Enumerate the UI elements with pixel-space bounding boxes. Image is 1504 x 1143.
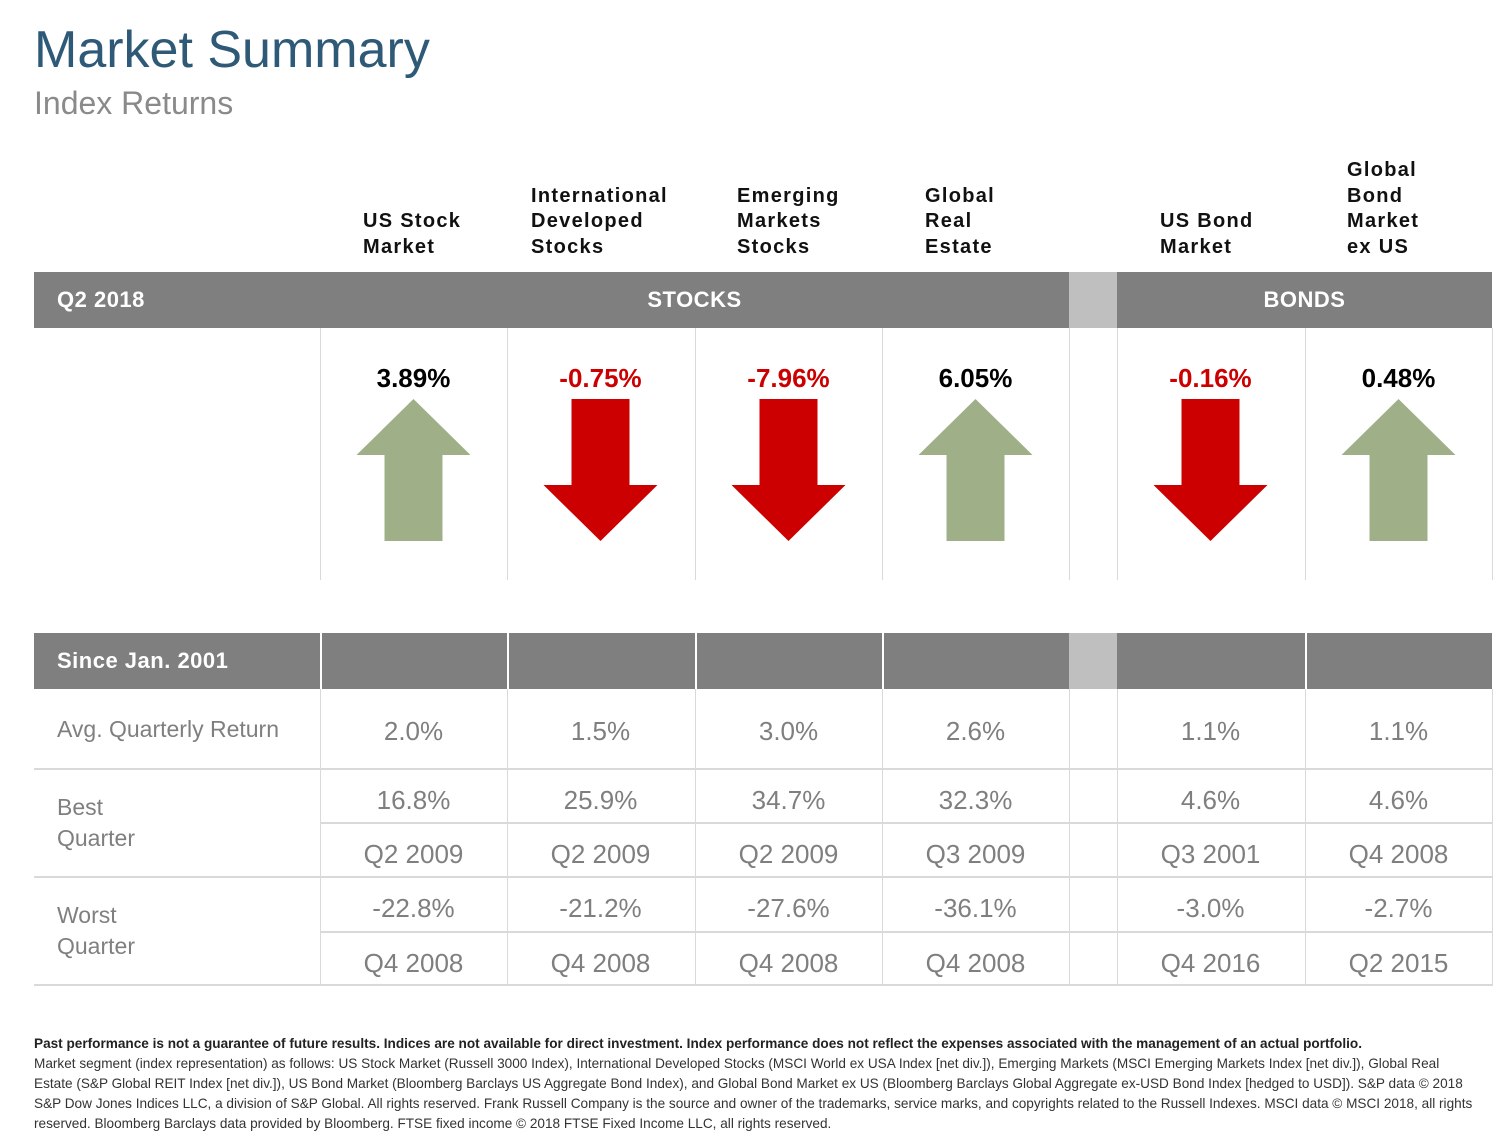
table-cell-worst-value: -2.7%: [1364, 893, 1433, 923]
table-vline: [507, 689, 508, 986]
table-cell-avg: 2.0%: [383, 716, 444, 746]
column-header-4: US Bond Market: [1160, 210, 1254, 258]
table-cell-best-quarter: Q2 2009: [363, 839, 464, 869]
down-arrow-icon: [1153, 399, 1268, 541]
since-bar-divider: [1305, 633, 1307, 689]
since-bar-divider: [882, 633, 884, 689]
table-cell-best-quarter: Q2 2009: [738, 839, 839, 869]
arrow-divider: [1069, 328, 1070, 580]
column-header-0: US Stock Market: [363, 210, 462, 258]
table-cell-worst-value: -22.8%: [372, 893, 455, 923]
table-cell-best-value: 4.6%: [1368, 785, 1429, 815]
table-cell-worst-value: -27.6%: [747, 893, 830, 923]
table-cell-best-quarter: Q2 2009: [550, 839, 651, 869]
page-subtitle: Index Returns: [34, 85, 234, 121]
table-cell-best-value: 16.8%: [376, 785, 451, 815]
up-arrow-icon: [918, 399, 1033, 541]
arrow-divider: [1117, 328, 1118, 580]
column-header-3: Global Real Estate: [925, 184, 996, 258]
quarter-bar-bonds: [1117, 272, 1492, 328]
footnote-disclaimer: Past performance is not a guarantee of f…: [34, 1036, 1362, 1051]
table-vline: [1117, 689, 1118, 986]
table-cell-worst-quarter: Q2 2015: [1348, 948, 1449, 978]
arrow-divider: [1305, 328, 1306, 580]
column-header-5: Global Bond Market ex US: [1347, 159, 1420, 258]
table-cell-best-value: 32.3%: [938, 785, 1013, 815]
since-label: Since Jan. 2001: [57, 648, 229, 673]
since-bar-bonds: [1117, 633, 1492, 689]
quarter-bar-gap: [1069, 272, 1117, 328]
bonds-group-label: BONDS: [1263, 287, 1346, 312]
arrow-divider: [695, 328, 696, 580]
footnote: Past performance is not a guarantee of f…: [34, 1034, 1474, 1134]
table-cell-worst-quarter: Q4 2008: [738, 948, 839, 978]
table-cell-worst-quarter: Q4 2016: [1160, 948, 1261, 978]
best-row-label: Best Quarter: [57, 794, 135, 851]
table-cell-avg: 1.5%: [570, 716, 631, 746]
quarter-return-label: 0.48%: [1361, 363, 1436, 393]
quarter-return-label: -7.96%: [747, 363, 830, 393]
column-header-1: International Developed Stocks: [531, 184, 668, 258]
table-vline: [1305, 689, 1306, 986]
since-bar-divider: [320, 633, 322, 689]
table-cell-avg: 1.1%: [1368, 716, 1429, 746]
quarter-bar-stocks: [34, 272, 1069, 328]
table-hline: [34, 768, 1492, 770]
column-header-2: Emerging Markets Stocks: [737, 184, 840, 258]
table-cell-best-value: 4.6%: [1180, 785, 1241, 815]
table-vline: [1492, 689, 1493, 986]
footnote-body: Market segment (index representation) as…: [34, 1056, 1473, 1131]
table-cell-best-value: 25.9%: [563, 785, 638, 815]
table-cell-best-quarter: Q3 2009: [925, 839, 1026, 869]
quarter-return-label: -0.16%: [1169, 363, 1252, 393]
table-cell-worst-quarter: Q4 2008: [925, 948, 1026, 978]
table-cell-avg: 1.1%: [1180, 716, 1241, 746]
up-arrow-icon: [1341, 399, 1456, 541]
quarter-return-label: 6.05%: [938, 363, 1013, 393]
table-vline: [320, 689, 321, 986]
table-hline: [320, 931, 1492, 933]
quarter-return-label: 3.89%: [376, 363, 451, 393]
table-hline: [320, 822, 1492, 824]
table-cell-worst-value: -36.1%: [934, 893, 1017, 923]
table-vline: [1069, 689, 1070, 986]
table-hline: [34, 984, 1492, 986]
worst-row-label: Worst Quarter: [57, 902, 135, 959]
since-bar-divider: [507, 633, 509, 689]
down-arrow-icon: [731, 399, 846, 541]
table-cell-best-quarter: Q3 2001: [1160, 839, 1261, 869]
table-cell-worst-value: -3.0%: [1176, 893, 1245, 923]
table-cell-worst-value: -21.2%: [559, 893, 642, 923]
table-cell-best-quarter: Q4 2008: [1348, 839, 1449, 869]
arrow-divider: [507, 328, 508, 580]
up-arrow-icon: [356, 399, 471, 541]
since-bar: [34, 633, 1069, 689]
arrow-divider: [320, 328, 321, 580]
table-cell-worst-quarter: Q4 2008: [363, 948, 464, 978]
arrow-divider: [882, 328, 883, 580]
avg-row-label: Avg. Quarterly Return: [57, 716, 280, 742]
arrow-divider: [1492, 328, 1493, 580]
quarter-period-label: Q2 2018: [57, 287, 145, 312]
since-bar-divider: [695, 633, 697, 689]
table-hline: [34, 876, 1492, 878]
table-cell-avg: 2.6%: [945, 716, 1006, 746]
table-vline: [695, 689, 696, 986]
quarter-return-label: -0.75%: [559, 363, 642, 393]
stocks-group-label: STOCKS: [647, 287, 742, 312]
down-arrow-icon: [543, 399, 658, 541]
table-cell-best-value: 34.7%: [751, 785, 826, 815]
page-title: Market Summary: [34, 21, 430, 79]
table-cell-worst-quarter: Q4 2008: [550, 948, 651, 978]
table-cell-avg: 3.0%: [758, 716, 819, 746]
table-vline: [882, 689, 883, 986]
since-bar-gap: [1069, 633, 1117, 689]
